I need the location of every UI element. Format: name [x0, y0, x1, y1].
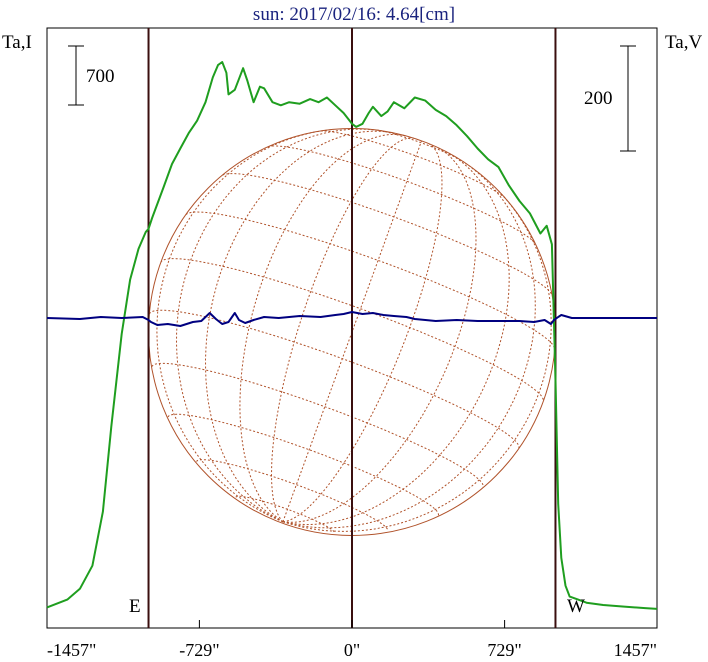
polarization-series-line [46, 311, 657, 327]
west-limb-label: W [567, 596, 585, 617]
x-tick-label: -729" [179, 640, 219, 660]
longitude-line [204, 130, 393, 523]
right-axis-label: Ta,V [665, 32, 702, 53]
vertical-markers [147, 28, 557, 628]
series-group [46, 61, 658, 610]
right-scale-label: 200 [584, 88, 613, 109]
longitude-line [282, 140, 422, 522]
solar-disk [148, 128, 556, 536]
latitude-line [268, 145, 536, 245]
east-limb-label: E [129, 596, 141, 617]
latitude-line [376, 129, 463, 162]
x-tick-label: 729" [487, 640, 521, 660]
left-scale-bar [68, 45, 84, 106]
longitude-line [282, 146, 477, 523]
left-scale-label: 700 [86, 66, 115, 87]
left-axis-label: Ta,I [2, 32, 32, 53]
x-tick-label: 0" [344, 640, 360, 660]
x-tick-label: -1457" [47, 640, 96, 660]
intensity-series-line [46, 61, 658, 610]
right-scale-bar [620, 45, 636, 152]
latitude-line [196, 459, 389, 532]
x-axis-ticks: -1457" -729" 0" 729" 1457" [46, 620, 658, 660]
x-tick-label: 1457" [614, 640, 657, 660]
longitude-line [239, 134, 407, 523]
longitude-line [156, 129, 331, 523]
longitude-line [270, 137, 414, 523]
chart-title: sun: 2017/02/16: 4.64[cm] [253, 4, 455, 25]
latitude-line [185, 211, 556, 349]
longitude-line [282, 143, 443, 523]
latitude-line [148, 309, 520, 449]
longitude-line [282, 152, 510, 526]
longitude-line [175, 128, 378, 523]
longitude-line [282, 190, 552, 532]
latitude-line [320, 130, 506, 199]
longitude-line [282, 160, 536, 529]
